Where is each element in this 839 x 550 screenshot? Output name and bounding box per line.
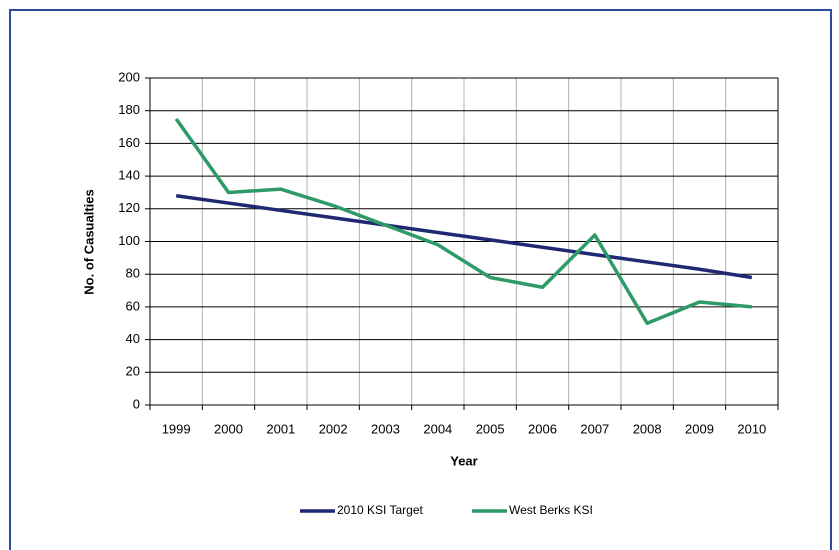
x-tick-label: 2000 <box>214 421 243 436</box>
x-tick-label: 2001 <box>266 421 295 436</box>
y-tick-label: 0 <box>133 396 140 411</box>
y-tick-label: 40 <box>126 331 140 346</box>
x-tick-label: 2005 <box>476 421 505 436</box>
x-axis-title: Year <box>450 453 477 468</box>
x-tick-label: 2010 <box>737 421 766 436</box>
x-tick-label: 2004 <box>423 421 452 436</box>
x-tick-label: 2003 <box>371 421 400 436</box>
y-tick-label: 60 <box>126 298 140 313</box>
y-tick-label: 100 <box>118 233 140 248</box>
y-tick-label: 20 <box>126 364 140 379</box>
x-tick-label: 2007 <box>580 421 609 436</box>
y-tick-label: 160 <box>118 135 140 150</box>
x-tick-label: 2009 <box>685 421 714 436</box>
series-line <box>175 193 753 280</box>
x-tick-label: 2008 <box>633 421 662 436</box>
y-tick-label: 200 <box>118 69 140 84</box>
y-axis-title: No. of Casualties <box>81 189 96 294</box>
y-tick-label: 140 <box>118 168 140 183</box>
legend-label: 2010 KSI Target <box>337 503 424 517</box>
series-line <box>174 117 752 325</box>
x-tick-label: 2002 <box>319 421 348 436</box>
x-tick-label: 1999 <box>162 421 191 436</box>
chart-frame <box>9 9 832 550</box>
x-tick-label: 2006 <box>528 421 557 436</box>
legend-label: West Berks KSI <box>509 503 593 517</box>
y-tick-label: 180 <box>118 102 140 117</box>
y-tick-label: 80 <box>126 266 140 281</box>
y-tick-label: 120 <box>118 200 140 215</box>
